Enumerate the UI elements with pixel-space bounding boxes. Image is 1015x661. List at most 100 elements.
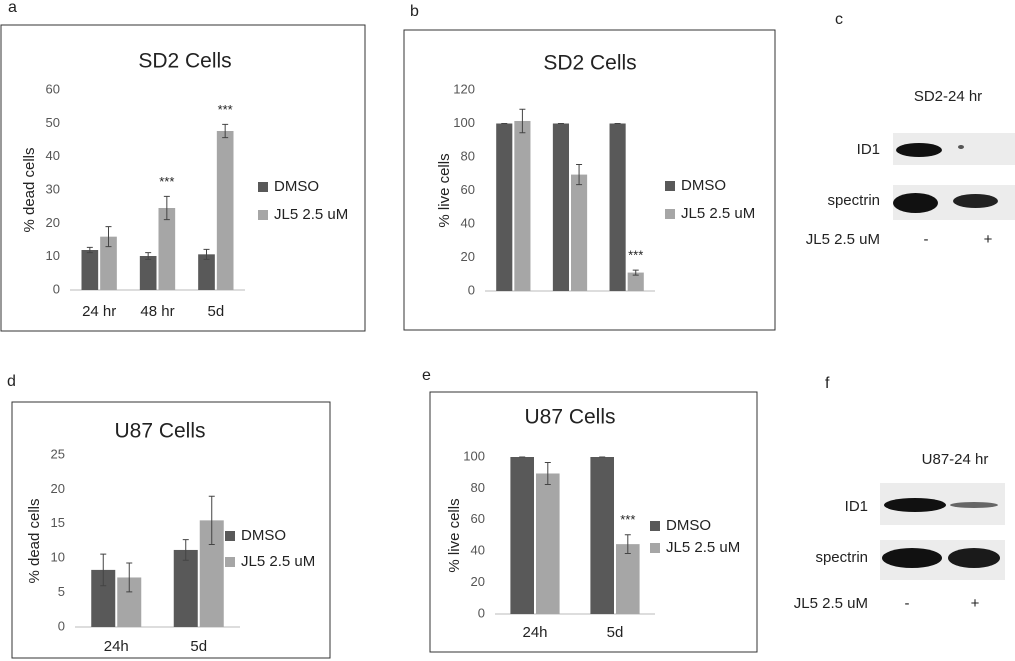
treatment-label: JL5 2.5 uM [794, 595, 868, 612]
legend-swatch [665, 181, 675, 191]
x-tick-label: 5d [607, 624, 624, 641]
panel-label: e [422, 367, 431, 384]
error-bar [86, 246, 93, 254]
bar [536, 473, 560, 614]
significance-label: *** [620, 512, 635, 527]
blot-band [893, 193, 938, 213]
error-bar [145, 252, 152, 260]
y-tick-label: 120 [453, 81, 475, 96]
lane-label: - [905, 595, 910, 612]
y-tick-label: 30 [46, 181, 60, 196]
blot-band [948, 548, 1000, 568]
x-tick-label: 48 hr [140, 303, 174, 320]
treatment-label: JL5 2.5 uM [806, 231, 880, 248]
panel-frame [403, 29, 776, 331]
legend-swatch [650, 543, 660, 553]
error-bar [519, 108, 526, 134]
bar [571, 174, 588, 291]
blot-row-label: ID1 [857, 141, 880, 158]
legend-label: DMSO [241, 527, 286, 544]
significance-label: *** [628, 248, 643, 263]
blot-band [882, 548, 942, 568]
blot-band [958, 145, 964, 149]
blot-title: U87-24 hr [922, 451, 989, 468]
blot-band [884, 498, 946, 512]
error-bar [624, 534, 631, 555]
y-tick-label: 100 [453, 115, 475, 130]
error-bar [632, 269, 639, 276]
bar [158, 208, 176, 290]
x-tick-label: 24 hr [82, 303, 116, 320]
y-tick-label: 10 [51, 550, 65, 565]
lane-label: - [924, 231, 929, 248]
lane-label: + [984, 231, 993, 248]
error-bar [222, 123, 229, 139]
legend-label: DMSO [681, 177, 726, 194]
blot-title: SD2-24 hr [914, 88, 982, 105]
blot-row-label: ID1 [845, 498, 868, 515]
legend-label: DMSO [274, 178, 319, 195]
y-tick-label: 60 [471, 511, 485, 526]
error-bar [100, 553, 107, 587]
y-tick-label: 0 [58, 618, 65, 633]
error-bar [182, 539, 189, 561]
y-axis-label: % dead cells [26, 498, 43, 583]
panel-frame [0, 24, 366, 332]
legend-swatch [225, 557, 235, 567]
legend-label: JL5 2.5 uM [681, 205, 755, 222]
x-tick-label: 5d [190, 638, 207, 655]
bar [590, 457, 614, 614]
error-bar [105, 226, 112, 248]
bar [496, 123, 513, 291]
y-axis-label: % live cells [446, 498, 463, 572]
x-tick-label: 24h [522, 624, 547, 641]
legend-label: JL5 2.5 uM [241, 553, 315, 570]
y-tick-label: 80 [461, 148, 475, 163]
error-bar [163, 195, 170, 221]
legend-label: JL5 2.5 uM [666, 539, 740, 556]
y-tick-label: 20 [51, 481, 65, 496]
legend-swatch [650, 521, 660, 531]
legend-swatch [665, 209, 675, 219]
panel-frame [11, 401, 331, 659]
legend-label: DMSO [666, 517, 711, 534]
error-bar [208, 495, 215, 545]
chart-title: SD2 Cells [138, 50, 231, 73]
panel-label: c [835, 11, 843, 28]
bar [609, 123, 626, 291]
y-tick-label: 40 [471, 543, 485, 558]
y-tick-label: 15 [51, 515, 65, 530]
error-bar [544, 461, 551, 485]
panel-frame [429, 391, 758, 653]
y-tick-label: 60 [461, 182, 475, 197]
panel-label: b [410, 3, 419, 20]
y-axis-label: % live cells [436, 153, 453, 227]
y-tick-label: 40 [46, 148, 60, 163]
legend-swatch [258, 182, 268, 192]
y-tick-label: 0 [478, 605, 485, 620]
blot-band [953, 194, 998, 208]
y-tick-label: 60 [46, 81, 60, 96]
y-tick-label: 5 [58, 584, 65, 599]
bar [510, 457, 534, 614]
y-tick-label: 0 [468, 282, 475, 297]
y-axis-label: % dead cells [21, 147, 38, 232]
y-tick-label: 20 [461, 249, 475, 264]
bar [81, 250, 99, 290]
bar [173, 549, 198, 627]
y-tick-label: 40 [461, 215, 475, 230]
y-tick-label: 80 [471, 480, 485, 495]
legend-swatch [225, 531, 235, 541]
y-tick-label: 0 [53, 281, 60, 296]
bar [100, 236, 117, 290]
significance-label: *** [159, 174, 174, 189]
x-tick-label: 24h [104, 638, 129, 655]
y-tick-label: 100 [463, 448, 485, 463]
bar [198, 254, 215, 290]
bar [616, 544, 640, 614]
lane-label: + [971, 595, 980, 612]
legend-label: JL5 2.5 uM [274, 206, 348, 223]
chart-title: U87 Cells [114, 420, 205, 443]
blot-band [950, 502, 998, 508]
